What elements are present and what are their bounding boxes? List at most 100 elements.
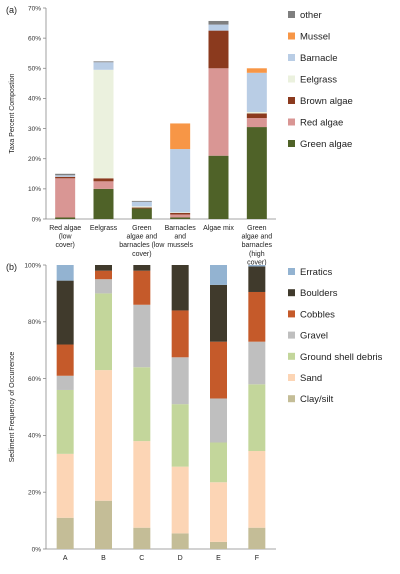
chart2-y-tick-label: 0% <box>32 546 42 553</box>
chart2-bar-segment <box>133 304 151 368</box>
chart2-y-tick-label: 80% <box>28 319 41 326</box>
chart2-bar-segment <box>248 266 266 292</box>
chart2-category-label: B <box>101 555 106 562</box>
chart2-bar-segment <box>133 527 151 549</box>
chart1-category-label: Eelgrass <box>90 225 118 232</box>
chart2-y-axis-label: Sediment Frequency of Occurrence <box>9 352 16 463</box>
chart2-bar-segment <box>171 357 189 405</box>
chart1-bar-segment <box>246 68 267 73</box>
chart1-bar-segment <box>246 118 267 128</box>
chart2-category-label: A <box>63 555 68 562</box>
chart2-legend-label: Cobbles <box>300 309 335 320</box>
chart2-bar-segment <box>133 270 151 305</box>
chart1-legend-swatch <box>288 97 295 104</box>
chart2-legend-label: Sand <box>300 373 322 384</box>
chart2-bar-segment <box>210 341 227 399</box>
chart2-bar-segment <box>210 398 227 443</box>
chart2-legend-label: Erratics <box>300 267 332 278</box>
chart2-bar-segment <box>210 284 227 342</box>
chart1-bar-segment <box>55 175 76 177</box>
chart1-panel-label: (a) <box>6 5 17 15</box>
chart1-bar-segment <box>93 62 114 70</box>
chart2-bar-segment <box>248 527 266 549</box>
chart2-bar-segment <box>210 265 227 285</box>
chart1-bar-segment <box>131 200 152 202</box>
chart1-legend-label: Red algae <box>300 118 343 129</box>
chart1-bar-segment <box>208 30 229 69</box>
chart2-bar-segment <box>133 265 151 271</box>
chart1-bar-segment <box>170 212 191 213</box>
chart2-legend-label: Ground shell debris <box>300 352 383 363</box>
chart2-bar-segment <box>248 265 266 267</box>
chart1-legend-label: Mussel <box>300 32 330 43</box>
chart1-bar-segment <box>170 212 191 215</box>
chart2-bar-segment <box>210 482 227 542</box>
chart1-bar-segment <box>208 20 229 25</box>
chart1-category-label: Red algae (low cover) <box>49 225 81 249</box>
chart1-bar-segment <box>170 149 191 213</box>
chart2-legend-swatch <box>288 395 295 403</box>
chart1-legend-label: Barnacle <box>300 53 338 64</box>
chart1-legend-swatch <box>288 118 295 126</box>
chart2-bar-segment <box>56 389 74 454</box>
chart2-y-tick-label: 60% <box>28 376 41 383</box>
chart2-legend-swatch <box>288 310 295 318</box>
chart2-bar-segment <box>56 453 74 518</box>
chart1-bar-segment <box>246 111 267 114</box>
chart1-bar-segment <box>208 155 229 219</box>
chart2-legend-swatch <box>288 268 295 275</box>
chart1-category-label: Barnacles and mussels <box>165 225 197 249</box>
chart2-legend-swatch <box>288 331 295 339</box>
chart1-bar-segment <box>93 181 114 189</box>
chart2-bar-segment <box>210 541 227 549</box>
chart1-category-label: Algae mix <box>203 225 234 232</box>
chart1-y-tick-label: 30% <box>28 126 41 133</box>
chart2-bar-segment <box>56 280 74 345</box>
chart2-category-label: C <box>139 555 144 562</box>
chart2-legend-swatch <box>288 289 295 297</box>
chart2-bar-segment <box>248 291 266 342</box>
chart2-category-label: E <box>216 555 221 562</box>
chart1-bar-segment <box>131 206 152 208</box>
chart2-bar-segment <box>133 367 151 442</box>
chart1-legend-swatch <box>288 32 295 40</box>
chart1-y-tick-label: 20% <box>28 156 41 163</box>
chart2-bar-segment <box>56 265 74 281</box>
chart1-bar-segment <box>131 208 152 219</box>
chart1-bar-segment <box>170 217 191 219</box>
chart2-legend-swatch <box>288 352 295 360</box>
chart2-bar-segment <box>248 341 266 385</box>
chart2-bar-segment <box>171 533 189 549</box>
chart1-bar-segment <box>170 123 191 150</box>
chart1-bar-segment <box>246 113 267 119</box>
chart2-y-tick-label: 20% <box>28 490 41 497</box>
chart2-y-tick-label: 100% <box>24 262 41 269</box>
chart1-legend-label: other <box>300 10 322 21</box>
chart1-bar-segment <box>246 72 267 112</box>
chart1-legend-swatch <box>288 54 295 61</box>
chart1-bar-segment <box>55 173 76 176</box>
chart2-category-label: F <box>255 555 259 562</box>
chart1-bar-segment <box>131 207 152 209</box>
chart1-bar-segment <box>93 178 114 182</box>
chart1-bar-segment <box>55 178 76 218</box>
chart2-bar-segment <box>171 404 189 467</box>
chart1-bar-segment <box>93 188 114 219</box>
chart2-legend-label: Clay/silt <box>300 394 334 405</box>
chart2-bar-segment <box>95 270 112 280</box>
chart1-bar-segment <box>170 214 191 218</box>
chart2-bar-segment <box>248 451 266 528</box>
chart1-y-tick-label: 70% <box>28 5 41 12</box>
chart2-bar-segment <box>171 265 189 311</box>
chart2-bar-segment <box>95 500 112 549</box>
chart1-bar-segment <box>131 201 152 207</box>
chart2-bar-segment <box>56 517 74 549</box>
chart1-bar-segment <box>208 24 229 31</box>
chart1-legend-swatch <box>288 140 295 147</box>
chart2-bar-segment <box>210 442 227 483</box>
chart2-y-tick-label: 40% <box>28 433 41 440</box>
chart2-bar-segment <box>56 375 74 390</box>
chart1-bar-segment <box>93 61 114 63</box>
chart1-bar-segment <box>55 176 76 179</box>
